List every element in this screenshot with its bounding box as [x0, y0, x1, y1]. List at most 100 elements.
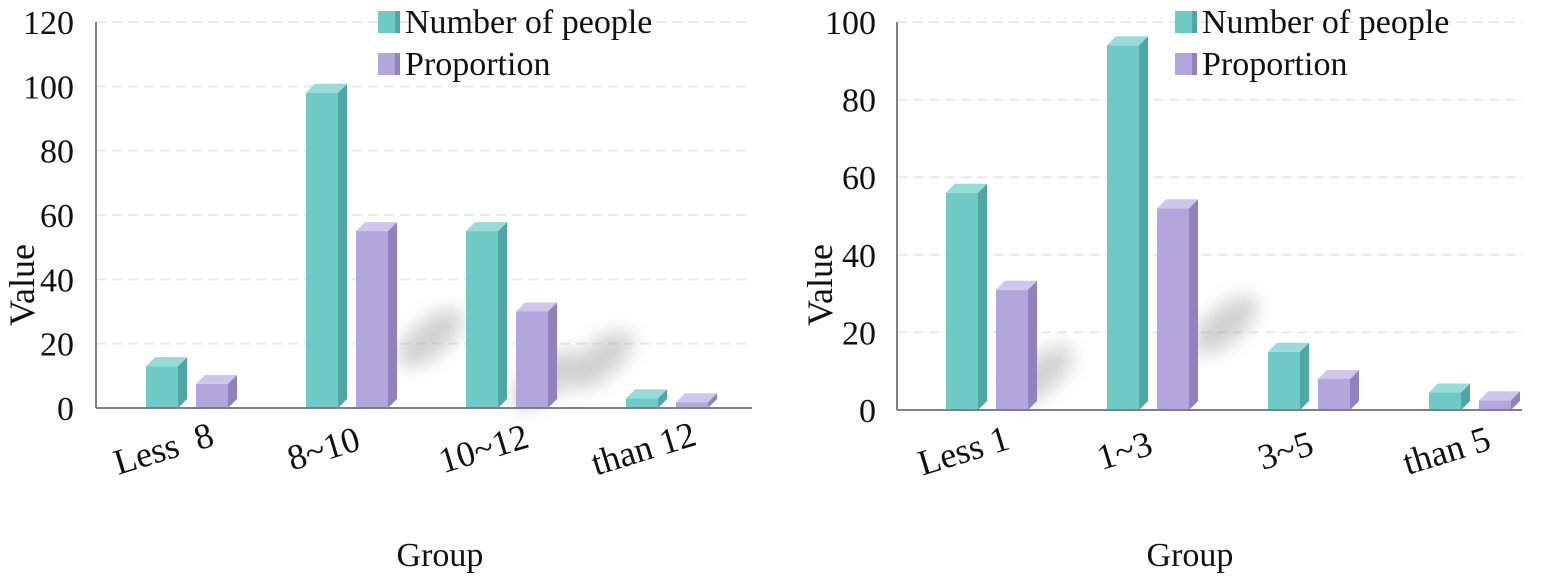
bar-side [388, 222, 397, 408]
bar-side [1300, 342, 1309, 410]
y-tick-label: 80 [842, 83, 876, 120]
bar-number-of-people [1107, 36, 1148, 410]
bar-top [146, 357, 187, 367]
y-tick-label: 120 [23, 5, 74, 42]
bar-front [516, 311, 548, 408]
x-tick-labels: Less 1 1~3 3~5 than 5 [913, 418, 1495, 483]
bar-front [676, 402, 708, 408]
legend-label-number-of-people: Number of people [405, 4, 652, 41]
bar-front [146, 366, 178, 408]
bar-top [196, 374, 237, 384]
bar-side [498, 222, 507, 408]
bar-side [338, 83, 347, 409]
bar-shadow [1192, 295, 1258, 355]
bar-front [946, 192, 978, 410]
x-axis-label: Group [397, 537, 484, 574]
left-chart: 0 20 40 60 80 100 120 Less 8 8~10 10~12 than 12 G… [2, 4, 752, 574]
bar-top [626, 389, 667, 399]
bar-proportion [1479, 391, 1520, 410]
bar-side [978, 183, 987, 410]
legend-swatch-number-of-people [378, 11, 395, 33]
bar-front [996, 289, 1028, 410]
bar-number-of-people [306, 83, 347, 409]
bar-front [196, 383, 228, 408]
x-tick-labels: Less 8 8~10 10~12 than 12 [109, 414, 701, 484]
bar-front [1479, 400, 1511, 410]
bar-proportion [996, 280, 1037, 410]
y-tick-labels: 0 20 40 60 80 100 [825, 5, 876, 430]
x-tick-label: than 5 [1398, 418, 1495, 482]
y-tick-label: 80 [40, 134, 74, 171]
y-tick-label: 60 [842, 160, 876, 197]
bar-front [1157, 208, 1189, 410]
y-tick-labels: 0 20 40 60 80 100 120 [23, 5, 74, 428]
bar-top [356, 222, 397, 232]
bar-top [466, 222, 507, 232]
x-tick-label: 3~5 [1253, 423, 1318, 477]
bar-top [1429, 383, 1470, 393]
bar-front [306, 92, 338, 409]
bar-front [1268, 351, 1300, 410]
y-tick-label: 0 [57, 391, 74, 428]
bar-top [946, 183, 987, 193]
x-tick-label: 8~10 [283, 419, 365, 479]
x-tick-label: Less 8 [109, 414, 218, 482]
x-tick-label: 1~3 [1092, 423, 1157, 477]
bars [146, 83, 717, 409]
bar-top [996, 280, 1037, 290]
bar-proportion [1318, 369, 1359, 410]
y-axis-label: Value [2, 244, 42, 326]
x-tick-label: 10~12 [434, 416, 533, 481]
bar-top [1268, 342, 1309, 352]
legend: Number of people Proportion [1175, 4, 1449, 83]
bar-side [1511, 391, 1520, 410]
bar-proportion [1157, 199, 1198, 410]
y-tick-label: 0 [859, 393, 876, 430]
legend: Number of people Proportion [378, 4, 652, 83]
bar-proportion [676, 393, 717, 408]
bar-front [1318, 378, 1350, 410]
x-tick-label: than 12 [586, 414, 700, 484]
legend-swatch-number-of-people-side [1192, 11, 1197, 33]
bar-number-of-people [1268, 342, 1309, 410]
bar-proportion [196, 374, 237, 408]
bar-proportion [356, 222, 397, 408]
bar-top [306, 83, 347, 93]
bar-side [1350, 369, 1359, 410]
bar-number-of-people [466, 222, 507, 408]
legend-label-proportion: Proportion [405, 46, 550, 83]
y-tick-label: 20 [842, 315, 876, 352]
bar-shadows [397, 308, 633, 410]
y-tick-label: 20 [40, 327, 74, 364]
bar-number-of-people [1429, 383, 1470, 410]
bar-number-of-people [146, 357, 187, 408]
bar-side [1461, 383, 1470, 410]
bar-side [178, 357, 187, 408]
x-tick-label: Less 1 [913, 418, 1014, 483]
legend-swatch-number-of-people-side [395, 11, 400, 33]
bar-top [1107, 36, 1148, 46]
legend-swatch-proportion [1175, 53, 1192, 75]
bars [946, 36, 1520, 410]
bar-front [1107, 45, 1139, 410]
legend-label-number-of-people: Number of people [1202, 4, 1449, 41]
bar-proportion [516, 302, 557, 408]
bar-front [356, 231, 388, 408]
bar-top [1318, 369, 1359, 379]
legend-swatch-proportion-side [395, 53, 400, 75]
bar-number-of-people [626, 389, 667, 408]
bar-front [626, 398, 658, 408]
y-tick-label: 100 [825, 5, 876, 42]
y-tick-label: 40 [842, 238, 876, 275]
bar-front [466, 231, 498, 408]
bar-side [548, 302, 557, 408]
y-tick-label: 60 [40, 198, 74, 235]
bar-shadow [567, 330, 633, 390]
x-axis-label: Group [1147, 537, 1234, 574]
bar-shadow [397, 308, 463, 368]
bar-side [708, 393, 717, 408]
grid-lines [96, 21, 752, 345]
legend-label-proportion: Proportion [1202, 46, 1347, 83]
bar-side [1139, 36, 1148, 410]
